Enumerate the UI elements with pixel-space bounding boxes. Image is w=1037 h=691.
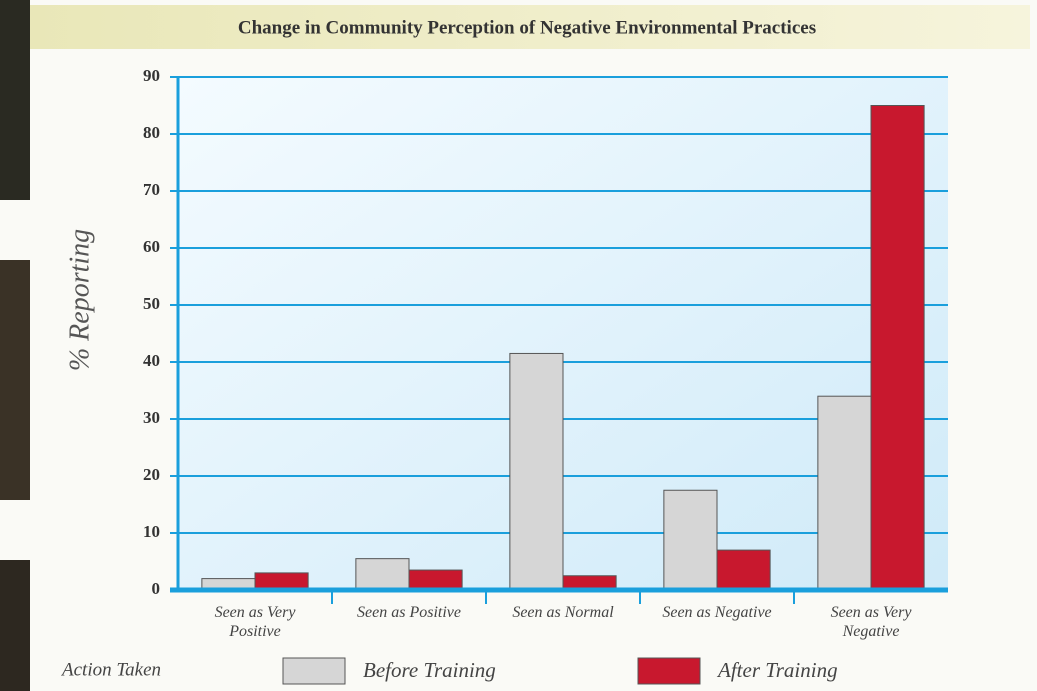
x-tick-label: Seen as Very Negative bbox=[830, 604, 912, 640]
bar bbox=[817, 395, 872, 591]
y-tick-label: 50 bbox=[143, 294, 160, 313]
bar bbox=[509, 352, 564, 591]
x-tick-label: Seen as Negative bbox=[662, 604, 772, 621]
x-tick-label: Seen as Positive bbox=[357, 604, 461, 621]
y-tick-label: 40 bbox=[143, 351, 160, 370]
y-tick-label: 30 bbox=[143, 408, 160, 427]
x-tick-label: Seen as Very Positive bbox=[214, 604, 296, 640]
chart-title: Change in Community Perception of Negati… bbox=[238, 17, 816, 38]
y-tick-label: 0 bbox=[152, 579, 161, 598]
legend-label: Before Training bbox=[363, 658, 496, 682]
legend-swatch bbox=[637, 657, 701, 685]
bar bbox=[870, 105, 925, 591]
x-tick-label: Seen as Normal bbox=[512, 604, 614, 621]
legend-label: After Training bbox=[716, 658, 838, 682]
bar bbox=[716, 549, 771, 591]
title-banner bbox=[30, 5, 1030, 49]
y-tick-label: 20 bbox=[143, 465, 160, 484]
y-tick-label: 60 bbox=[143, 237, 160, 256]
bar bbox=[254, 572, 309, 591]
bar bbox=[408, 569, 463, 591]
y-axis-label: % Reporting bbox=[64, 229, 95, 371]
bar bbox=[663, 489, 718, 591]
photo-edge bbox=[0, 260, 30, 500]
bar bbox=[355, 558, 410, 591]
legend-swatch bbox=[282, 657, 346, 685]
y-tick-label: 90 bbox=[143, 66, 160, 85]
x-axis-label: Action Taken bbox=[60, 659, 161, 680]
y-tick-label: 10 bbox=[143, 522, 160, 541]
y-tick-label: 80 bbox=[143, 123, 160, 142]
y-tick-label: 70 bbox=[143, 180, 160, 199]
photo-edge bbox=[0, 560, 30, 691]
photo-edge bbox=[0, 0, 30, 200]
